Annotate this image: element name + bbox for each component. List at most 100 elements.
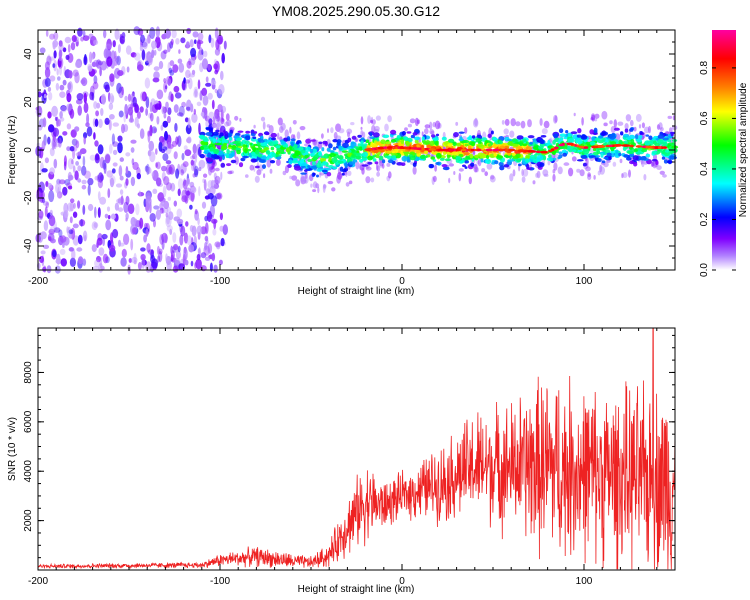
noise-blob <box>59 248 66 255</box>
ridge-blob <box>410 134 415 139</box>
noise-blob <box>53 59 57 72</box>
noise-blob <box>82 35 90 41</box>
ridge-core <box>629 144 633 148</box>
ridge-blob <box>373 132 380 138</box>
noise-blob <box>117 70 124 76</box>
ridge-core <box>499 148 504 152</box>
noise-blob <box>166 215 170 225</box>
noise-blob <box>112 40 116 48</box>
noise-blob <box>185 221 189 227</box>
noise-blob <box>77 200 81 209</box>
noise-blob <box>194 151 198 163</box>
y-tick-label: 6000 <box>23 410 34 433</box>
noise-blob <box>42 117 47 128</box>
halo-blob <box>355 161 360 170</box>
noise-blob <box>102 159 107 170</box>
ridge-blob <box>553 157 557 161</box>
noise-blob <box>208 111 215 120</box>
halo-blob <box>527 119 532 128</box>
ridge-blob <box>663 159 668 164</box>
halo-blob <box>322 183 327 190</box>
noise-blob <box>162 120 169 128</box>
ridge-blob <box>322 161 328 166</box>
ridge-blob <box>498 161 504 167</box>
noise-blob <box>117 142 123 154</box>
noise-blob <box>91 221 98 231</box>
noise-blob <box>130 176 136 187</box>
noise-blob <box>66 103 73 112</box>
ridge-blob <box>558 128 564 133</box>
noise-blob <box>45 181 49 187</box>
noise-blob <box>165 253 168 262</box>
ridge-blob <box>300 149 306 154</box>
noise-blob <box>125 195 130 206</box>
noise-blob <box>182 161 189 168</box>
x-tick-label: -200 <box>28 576 48 587</box>
noise-blob <box>97 207 101 218</box>
colorbar-ticks: 0.0 0.2 0.4 0.6 0.8 <box>699 61 736 277</box>
ridge-blob <box>332 139 338 143</box>
halo-blob <box>590 117 594 121</box>
halo-blob <box>601 110 608 120</box>
ridge-blob <box>337 155 344 160</box>
ridge-blob <box>630 139 635 144</box>
ridge-blob <box>224 131 229 137</box>
noise-blob <box>198 186 201 197</box>
halo-blob <box>296 131 301 140</box>
ridge-blob <box>369 136 376 140</box>
halo-blob <box>521 169 524 177</box>
noise-blob <box>168 67 173 74</box>
noise-blob <box>130 147 135 153</box>
ridge-blob <box>494 160 499 165</box>
noise-blob <box>104 117 110 125</box>
halo-blob <box>321 133 324 139</box>
noise-blob <box>112 122 120 127</box>
ridge-blob <box>258 159 266 163</box>
noise-blob <box>76 247 83 252</box>
ridge-blob <box>571 149 577 152</box>
noise-blob <box>131 158 135 166</box>
noise-blob <box>161 165 167 172</box>
halo-blob <box>360 126 363 130</box>
noise-blob <box>78 219 86 227</box>
noise-blob <box>196 225 203 236</box>
noise-blob <box>105 219 112 231</box>
noise-blob <box>96 174 100 182</box>
ridge-blob <box>451 151 458 156</box>
noise-blob <box>170 93 174 102</box>
noise-blob <box>102 253 109 264</box>
noise-blob <box>93 132 96 140</box>
ridge-blob <box>469 153 474 159</box>
halo-blob <box>330 127 334 134</box>
noise-blob <box>82 30 86 38</box>
noise-blob <box>114 28 120 40</box>
noise-blob <box>77 234 83 245</box>
halo-blob <box>619 158 623 164</box>
noise-blob <box>205 76 209 83</box>
ridge-blob <box>341 172 345 176</box>
ridge-blob <box>200 145 204 151</box>
halo-blob <box>669 127 673 133</box>
ridge-blob <box>598 135 604 139</box>
noise-blob <box>183 178 187 186</box>
noise-blob <box>127 106 134 116</box>
halo-blob <box>362 131 366 139</box>
noise-blob <box>188 244 195 253</box>
noise-blob <box>106 170 113 178</box>
noise-blob <box>77 27 83 37</box>
noise-blob <box>188 73 196 78</box>
noise-blob <box>187 117 191 129</box>
noise-blob <box>125 166 129 175</box>
halo-blob <box>613 119 617 128</box>
ridge-blob <box>250 133 256 137</box>
noise-blob <box>110 213 116 220</box>
noise-blob <box>179 234 184 246</box>
noise-blob <box>186 235 193 246</box>
halo-blob <box>387 115 392 123</box>
noise-blob <box>48 228 55 235</box>
halo-blob <box>568 167 574 177</box>
noise-blob <box>109 73 115 83</box>
ridge-blob <box>582 148 590 155</box>
ridge-blob <box>400 162 406 166</box>
noise-blob <box>167 62 171 71</box>
